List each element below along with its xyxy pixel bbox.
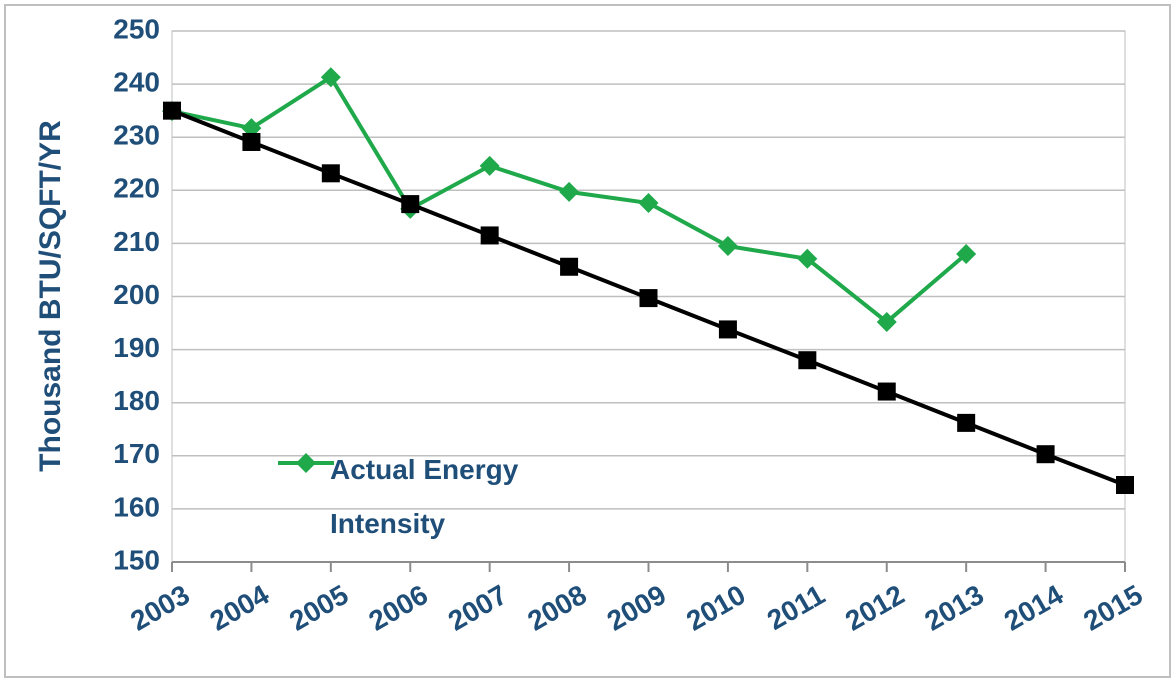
marker (638, 193, 659, 214)
y-tick-label: 170 (113, 438, 160, 469)
legend-label: Actual Energy Intensity (330, 454, 519, 539)
marker (401, 195, 420, 214)
y-axis-label: Thousand BTU/SQFT/YR (34, 120, 67, 472)
marker (479, 155, 500, 176)
y-tick-label: 160 (113, 491, 160, 522)
marker (957, 413, 976, 432)
marker (1116, 476, 1134, 495)
marker (559, 181, 580, 202)
marker (876, 311, 897, 332)
marker (639, 289, 658, 308)
legend-marker (296, 453, 316, 473)
marker (718, 320, 737, 339)
marker (877, 382, 896, 401)
marker (320, 67, 341, 88)
y-tick-label: 240 (113, 66, 160, 97)
marker (1036, 445, 1055, 464)
y-tick-label: 180 (113, 385, 160, 416)
y-tick-label: 150 (113, 544, 160, 575)
y-tick-label: 200 (113, 279, 160, 310)
marker (798, 351, 817, 370)
marker (717, 236, 738, 257)
y-tick-label: 230 (113, 120, 160, 151)
marker (797, 248, 818, 269)
y-tick-label: 220 (113, 173, 160, 204)
marker (242, 132, 261, 151)
marker (560, 257, 579, 276)
marker (163, 101, 181, 120)
y-tick-label: 190 (113, 332, 160, 363)
marker (956, 244, 977, 265)
y-tick-label: 210 (113, 226, 160, 257)
y-tick-label: 250 (113, 13, 160, 44)
marker (321, 164, 340, 183)
marker (480, 226, 499, 245)
